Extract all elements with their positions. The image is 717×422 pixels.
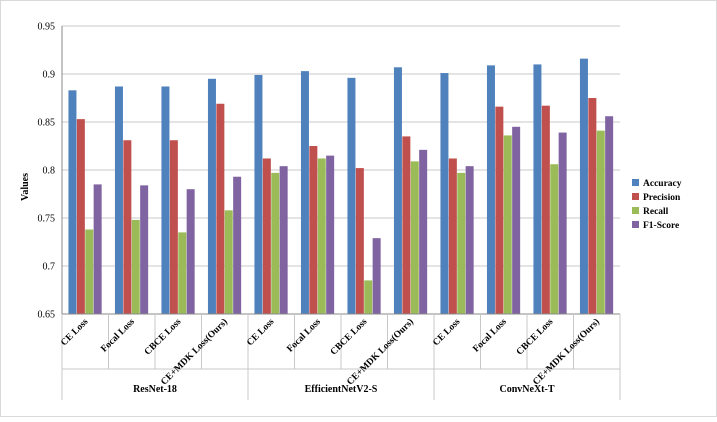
y-tick-label: 0.75 <box>38 214 56 225</box>
bar-precision <box>541 105 550 315</box>
bar-f1-score <box>372 238 381 314</box>
bar-f1-score <box>140 185 149 314</box>
legend-label: Recall <box>643 207 669 217</box>
bar-precision <box>588 98 597 314</box>
bar-accuracy <box>161 86 170 314</box>
bar-recall <box>596 130 605 314</box>
y-tick-label: 0.8 <box>43 166 56 177</box>
bar-precision <box>448 158 457 314</box>
legend-label: Accuracy <box>643 179 682 189</box>
y-tick-label: 0.7 <box>43 262 56 273</box>
bar-precision <box>355 168 364 314</box>
bar-accuracy <box>579 58 588 314</box>
legend-swatch <box>632 179 639 186</box>
bar-accuracy <box>393 67 402 314</box>
group-label: EfficientNetV2-S <box>305 384 378 395</box>
bar-accuracy <box>347 77 356 314</box>
bar-f1-score <box>279 166 288 314</box>
legend-swatch <box>632 207 639 214</box>
bar-precision <box>76 119 85 315</box>
legend-label: Precision <box>643 193 681 203</box>
bar-precision <box>495 106 504 314</box>
group-label: ResNet-18 <box>133 384 177 395</box>
bar-accuracy <box>68 90 77 314</box>
group-label: ConvNeXt-T <box>500 384 555 395</box>
bar-precision <box>402 136 411 314</box>
bar-recall <box>364 280 373 314</box>
bar-recall <box>317 158 326 314</box>
gridlines <box>62 25 620 267</box>
bar-accuracy <box>486 65 495 314</box>
bar-accuracy <box>440 73 449 314</box>
bar-f1-score <box>558 132 567 314</box>
bar-precision <box>309 146 318 314</box>
bar-precision <box>216 103 225 314</box>
bar-recall <box>271 172 280 314</box>
bar-precision <box>262 158 271 314</box>
legend-label: F1-Score <box>643 221 679 231</box>
y-tick-label: 0.9 <box>43 70 56 81</box>
bar-accuracy <box>207 78 216 314</box>
y-tick-label: 0.85 <box>38 118 56 129</box>
bar-recall <box>503 135 512 314</box>
bar-recall <box>85 229 94 314</box>
bar-recall <box>550 164 559 314</box>
bar-accuracy <box>533 64 542 315</box>
legend-swatch <box>632 221 639 228</box>
bar-precision <box>169 140 178 314</box>
bar-recall <box>224 210 233 314</box>
y-tick-label: 0.65 <box>38 310 56 321</box>
bar-recall <box>457 172 466 314</box>
bar-recall <box>178 232 187 314</box>
bar-f1-score <box>465 166 474 314</box>
bar-accuracy <box>114 86 123 314</box>
bar-f1-score <box>233 176 242 314</box>
bar-f1-score <box>93 184 102 314</box>
y-tick-label: 0.95 <box>38 22 56 33</box>
bar-f1-score <box>419 149 428 314</box>
bar-accuracy <box>254 74 263 315</box>
legend: Accuracy Precision Recall F1-Score <box>632 179 682 231</box>
bar-f1-score <box>326 155 335 314</box>
bar-f1-score <box>605 116 614 315</box>
legend-swatch <box>632 193 639 200</box>
bar-recall <box>131 219 140 314</box>
bar-recall <box>410 161 419 314</box>
bars <box>68 58 614 315</box>
bar-accuracy <box>300 71 309 315</box>
y-axis-title: Values <box>20 173 31 201</box>
bar-f1-score <box>186 189 195 314</box>
axes <box>61 26 621 400</box>
bar-precision <box>123 140 132 314</box>
bar-f1-score <box>512 126 521 314</box>
